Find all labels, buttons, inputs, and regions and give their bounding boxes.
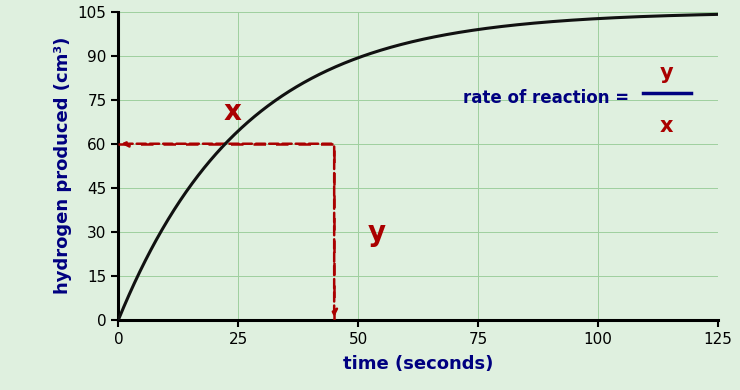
Text: y: y bbox=[660, 63, 673, 83]
Text: rate of reaction =: rate of reaction = bbox=[463, 89, 635, 107]
Text: y: y bbox=[368, 218, 386, 246]
Y-axis label: hydrogen produced (cm³): hydrogen produced (cm³) bbox=[54, 37, 73, 294]
Text: x: x bbox=[660, 116, 673, 136]
X-axis label: time (seconds): time (seconds) bbox=[343, 355, 494, 373]
Text: x: x bbox=[224, 98, 242, 126]
